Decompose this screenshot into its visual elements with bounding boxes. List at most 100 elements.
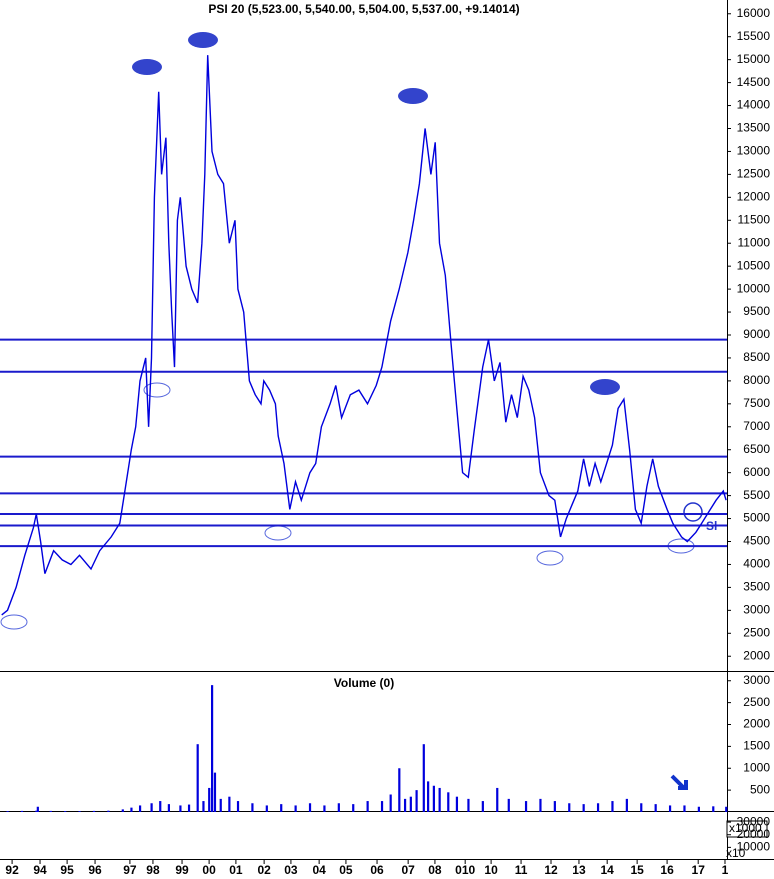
volume-bar	[432, 785, 435, 812]
y-tick-label: 15500	[737, 29, 771, 43]
volume-bar	[92, 810, 96, 812]
y-tick-label: 10000	[737, 281, 771, 295]
volume-bar	[228, 796, 231, 812]
volume-bar	[179, 805, 182, 812]
x-tick-label: 92	[5, 863, 19, 877]
volume-bar	[121, 809, 124, 812]
y-tick-label: 12000	[737, 190, 771, 204]
unit-label: x1000	[729, 821, 762, 835]
volume-bar	[668, 805, 672, 812]
arrow-icon	[670, 774, 688, 790]
volume-bar	[138, 805, 142, 812]
x-tick-label: 01	[229, 863, 243, 877]
volume-bar	[398, 768, 401, 812]
volume-bar	[422, 744, 425, 812]
y-tick-label: 10000	[737, 840, 771, 854]
volume-bar	[150, 803, 153, 812]
y-tick-label: 14000	[737, 98, 771, 112]
volume-bar	[625, 798, 628, 812]
y-tick-label: 4000	[743, 557, 770, 571]
y-tick-label: 11500	[738, 212, 771, 226]
volume-bar	[130, 807, 133, 812]
bull-icon	[143, 382, 171, 398]
volume-bar	[438, 787, 441, 812]
volume-bar	[196, 744, 199, 812]
volume-bar	[187, 804, 191, 812]
y-tick-label: 8500	[743, 350, 770, 364]
volume-bar	[251, 803, 254, 812]
icon	[683, 502, 703, 522]
volume-bar	[36, 806, 39, 812]
volume-bar	[403, 798, 407, 812]
x-tick-label: 16	[660, 863, 674, 877]
y-tick-label: 1000	[743, 760, 770, 774]
price-line	[1, 55, 727, 616]
volume-bar	[683, 805, 686, 812]
volume-bar	[236, 801, 240, 812]
unit-label: x10	[726, 846, 746, 860]
x-tick-label: 97	[123, 863, 137, 877]
y-tick-label: 3000	[743, 603, 770, 617]
volume-bar	[208, 787, 211, 812]
x-tick-label: 17	[692, 863, 706, 877]
y-tick-label: 12500	[737, 167, 771, 181]
bear-icon	[398, 88, 428, 104]
volume-bar	[6, 811, 9, 812]
x-tick-label: 05	[339, 863, 353, 877]
y-tick-label: 10500	[737, 258, 771, 272]
volume-bar	[323, 805, 326, 812]
volume-bar	[524, 801, 528, 812]
y-tick-label: 2000	[743, 717, 770, 731]
volume-bar	[49, 810, 52, 812]
x-tick-label: 1	[722, 863, 729, 877]
x-tick-label: 07	[401, 863, 415, 877]
x-tick-label: 06	[370, 863, 384, 877]
volume-bar	[202, 801, 205, 812]
unit-box	[726, 820, 768, 838]
y-tick-label: 13500	[737, 121, 771, 135]
volume-bar	[427, 781, 430, 812]
x-tick-label: 98	[146, 863, 160, 877]
x-tick-label: 12	[544, 863, 558, 877]
x-tick-label: 03	[284, 863, 298, 877]
volume-bar	[294, 805, 297, 812]
volume-bar	[640, 803, 643, 812]
x-tick-label: 15	[630, 863, 644, 877]
bull-icon	[536, 550, 564, 566]
volume-bar	[455, 796, 459, 812]
y-tick-label: 11000	[738, 235, 771, 249]
y-tick-label: 30000	[737, 814, 771, 828]
volume-bar	[380, 801, 384, 812]
volume-bar	[467, 798, 470, 812]
volume-bar	[481, 801, 484, 812]
y-tick-label: 7000	[743, 419, 770, 433]
volume-title: Volume (0)	[334, 676, 394, 690]
x-tick-label: 08	[428, 863, 442, 877]
x-tick-label: 94	[33, 863, 47, 877]
volume-bar	[352, 804, 355, 812]
x-tick-label: 10	[484, 863, 498, 877]
volume-bar	[507, 798, 510, 812]
volume-bar	[415, 790, 418, 812]
y-tick-label: 2500	[743, 625, 770, 639]
volume-bar	[568, 803, 571, 812]
y-tick-label: 1500	[743, 739, 770, 753]
x-tick-label: 13	[572, 863, 586, 877]
volume-bar	[409, 796, 412, 812]
volume-bar	[596, 803, 600, 812]
volume-bar	[539, 798, 542, 812]
volume-bar	[210, 685, 214, 812]
volume-bar	[167, 804, 170, 812]
y-tick-label: 7500	[743, 396, 770, 410]
y-tick-label: 5500	[743, 488, 770, 502]
x-tick-label: 96	[88, 863, 102, 877]
volume-bar	[35, 810, 38, 812]
volume-bar	[213, 772, 217, 812]
x-tick-label: 010	[455, 863, 475, 877]
volume-bar	[20, 810, 24, 812]
y-tick-label: 16000	[737, 6, 771, 20]
volume-bar	[280, 804, 283, 812]
bear-icon	[188, 32, 218, 48]
volume-bar	[611, 801, 614, 812]
